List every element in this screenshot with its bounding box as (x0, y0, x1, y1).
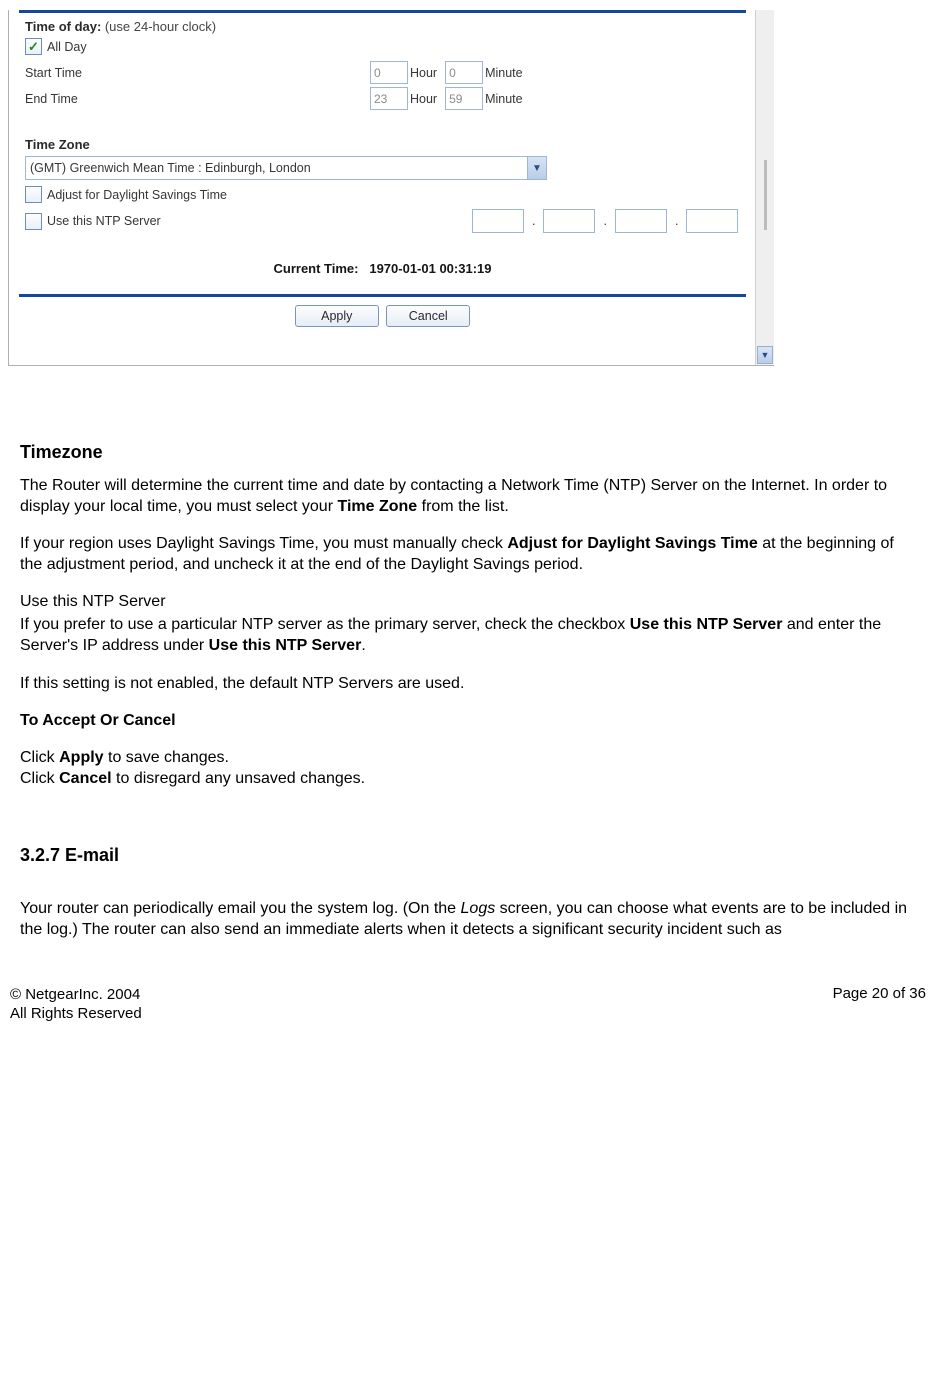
paragraph: Click Apply to save changes. Click Cance… (20, 747, 916, 789)
end-time-label: End Time (19, 92, 370, 106)
ip-dot: . (603, 214, 606, 228)
ntp-ip-3[interactable] (615, 209, 667, 233)
start-time-row: Start Time Hour Minute (19, 61, 746, 84)
heading-accept: To Accept Or Cancel (20, 710, 916, 731)
ntp-label: Use this NTP Server (47, 214, 467, 228)
time-of-day-label: Time of day: (25, 19, 101, 34)
rights: All Rights Reserved (10, 1005, 142, 1022)
current-time-value: 1970-01-01 00:31:19 (369, 261, 491, 276)
paragraph: If your region uses Daylight Savings Tim… (20, 533, 916, 575)
paragraph: If this setting is not enabled, the defa… (20, 673, 916, 694)
current-time-line: Current Time: 1970-01-01 00:31:19 (19, 261, 746, 276)
all-day-label: All Day (47, 40, 87, 54)
dst-label: Adjust for Daylight Savings Time (47, 188, 227, 202)
copyright: © NetgearInc. 2004 (10, 986, 140, 1003)
hour-unit-2: Hour (410, 92, 437, 106)
ntp-ip-1[interactable] (472, 209, 524, 233)
end-minute-input[interactable] (445, 87, 483, 110)
button-row: Apply Cancel (19, 305, 746, 327)
chevron-down-icon[interactable]: ▼ (527, 157, 546, 179)
ntp-row: Use this NTP Server . . . (25, 209, 746, 233)
ntp-checkbox[interactable] (25, 213, 42, 230)
vertical-scrollbar[interactable]: ▼ (755, 10, 774, 365)
minute-unit-2: Minute (485, 92, 523, 106)
sub-heading: Use this NTP Server (20, 591, 916, 612)
time-of-day-hint: (use 24-hour clock) (105, 19, 216, 34)
all-day-row: ✓ All Day (25, 38, 746, 55)
apply-button[interactable]: Apply (295, 305, 379, 327)
paragraph: If you prefer to use a particular NTP se… (20, 614, 916, 656)
paragraph: Your router can periodically email you t… (20, 898, 916, 940)
page-footer: © NetgearInc. 2004 All Rights Reserved P… (10, 985, 926, 1024)
heading-timezone: Timezone (20, 441, 916, 465)
ip-dot: . (675, 214, 678, 228)
heading-email: 3.2.7 E-mail (20, 844, 916, 868)
document-body: Timezone The Router will determine the c… (20, 441, 916, 940)
ntp-ip-2[interactable] (543, 209, 595, 233)
settings-panel: ▼ Time of day: (use 24-hour clock) ✓ All… (8, 10, 774, 366)
section-rule-2 (19, 294, 746, 297)
cancel-button[interactable]: Cancel (386, 305, 470, 327)
dst-checkbox[interactable] (25, 186, 42, 203)
ip-dot: . (532, 214, 535, 228)
start-minute-input[interactable] (445, 61, 483, 84)
timezone-select[interactable]: (GMT) Greenwich Mean Time : Edinburgh, L… (25, 156, 547, 180)
end-time-row: End Time Hour Minute (19, 87, 746, 110)
section-rule (19, 10, 746, 13)
hour-unit: Hour (410, 66, 437, 80)
dst-row: Adjust for Daylight Savings Time (25, 186, 746, 203)
paragraph: The Router will determine the current ti… (20, 475, 916, 517)
start-hour-input[interactable] (370, 61, 408, 84)
minute-unit: Minute (485, 66, 523, 80)
all-day-checkbox[interactable]: ✓ (25, 38, 42, 55)
start-time-label: Start Time (19, 66, 370, 80)
page-number: Page 20 of 36 (833, 985, 926, 1024)
current-time-label: Current Time: (274, 261, 359, 276)
scroll-down-arrow[interactable]: ▼ (757, 346, 773, 364)
end-hour-input[interactable] (370, 87, 408, 110)
ntp-ip-4[interactable] (686, 209, 738, 233)
scrollbar-track-mark (764, 160, 767, 230)
timezone-value: (GMT) Greenwich Mean Time : Edinburgh, L… (26, 161, 527, 175)
time-of-day-header: Time of day: (use 24-hour clock) (19, 19, 746, 34)
timezone-title: Time Zone (25, 137, 746, 152)
